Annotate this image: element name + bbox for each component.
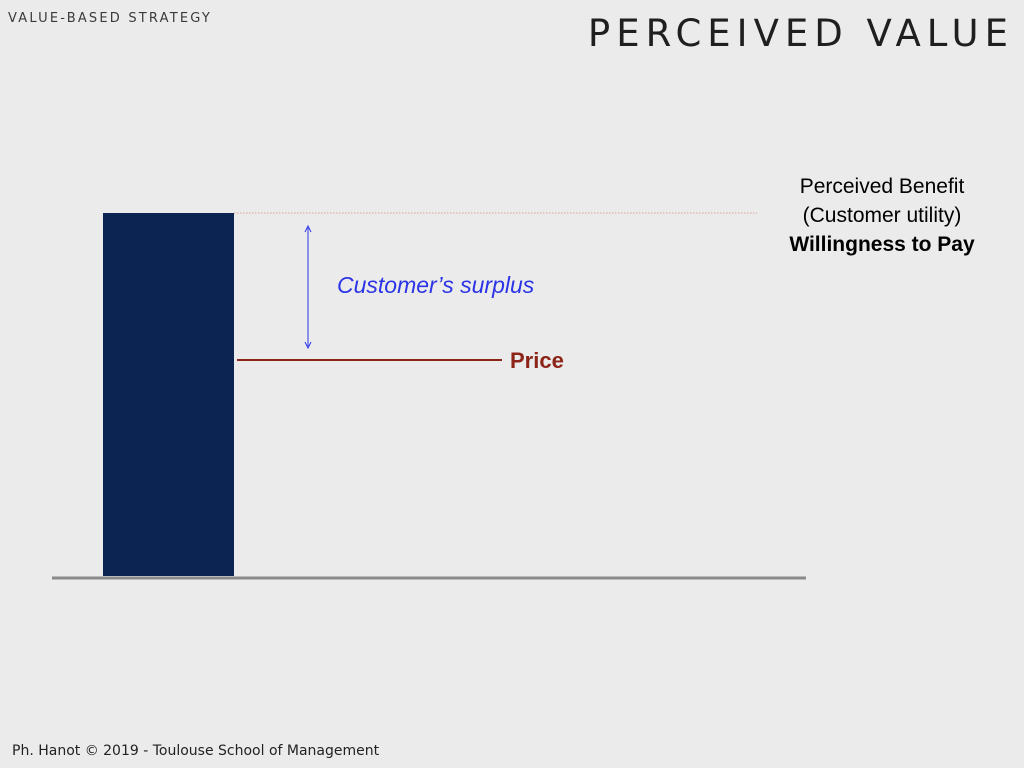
customer-surplus-label: Customer’s surplus <box>337 272 535 298</box>
surplus-arrow-head-bottom <box>304 341 312 350</box>
price-label: Price <box>510 348 564 373</box>
benefit-line-2: (Customer utility) <box>802 204 962 227</box>
slide-title: PERCEIVED VALUE <box>587 12 1014 55</box>
footer-credit: Ph. Hanot © 2019 - Toulouse School of Ma… <box>12 743 380 759</box>
benefit-line-3: Willingness to Pay <box>789 233 975 256</box>
perceived-benefit-label: Perceived Benefit (Customer utility) Wil… <box>756 172 1008 259</box>
perceived-benefit-bar <box>103 213 234 576</box>
benefit-line-1: Perceived Benefit <box>799 175 965 198</box>
section-kicker: VALUE-BASED STRATEGY <box>8 11 213 26</box>
surplus-arrow-head-top <box>304 224 312 233</box>
